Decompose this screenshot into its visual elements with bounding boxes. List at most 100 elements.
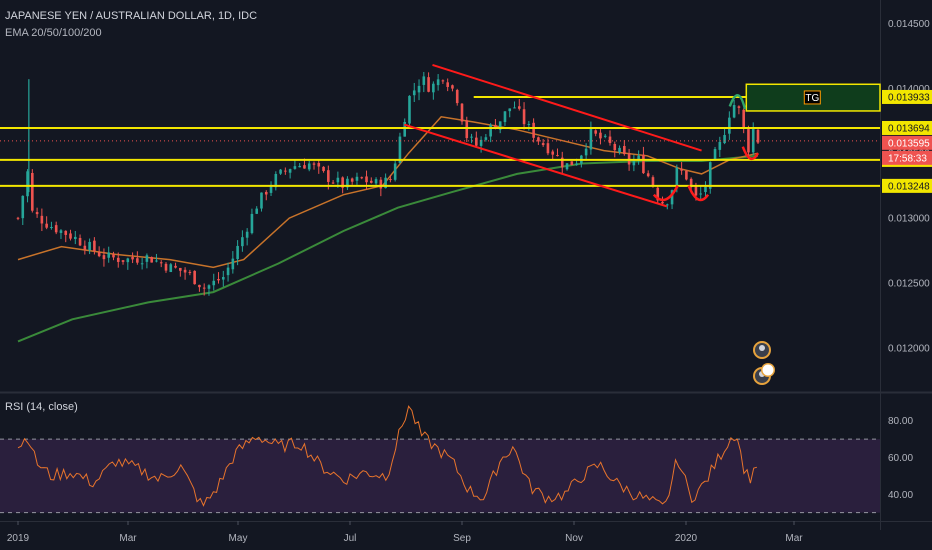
candle <box>73 230 77 245</box>
candle-body <box>551 151 555 155</box>
candle-body <box>40 215 44 224</box>
candle <box>245 228 249 246</box>
rsi-tick-label: 60.00 <box>888 453 913 464</box>
candle <box>140 257 144 270</box>
curve-marker-top[interactable] <box>728 94 747 110</box>
candle-body <box>188 271 192 273</box>
candle-body <box>680 169 683 171</box>
price-tick-label: 0.012500 <box>888 278 930 289</box>
event-markers[interactable] <box>753 341 775 385</box>
candle-body <box>298 166 301 168</box>
candle-body <box>708 162 712 189</box>
candle <box>236 240 239 266</box>
price-tick-label: 0.014500 <box>888 19 930 30</box>
candle <box>231 251 235 274</box>
ema-lines <box>17 115 759 343</box>
candle-body <box>73 236 77 240</box>
candle-body <box>279 169 282 174</box>
candle <box>226 262 230 282</box>
candle <box>93 237 96 255</box>
channel-upper-line[interactable] <box>432 63 702 152</box>
candle-body <box>756 129 760 143</box>
candle-body <box>174 265 177 268</box>
candle <box>54 221 58 235</box>
rsi-legend[interactable]: RSI (14, close) <box>5 401 78 413</box>
candle-body <box>159 262 163 264</box>
level-badge-0.013248 <box>882 178 932 193</box>
candle-body <box>350 178 354 182</box>
candle <box>107 246 111 263</box>
candle <box>126 257 130 270</box>
candle-body <box>379 179 383 189</box>
candle <box>255 206 259 214</box>
candle-body <box>121 260 125 262</box>
candle-body <box>475 137 478 146</box>
candle <box>599 128 602 145</box>
candle-body <box>642 154 645 174</box>
candle-body <box>217 278 220 281</box>
target-tag <box>803 90 821 105</box>
candle <box>150 256 153 263</box>
candle <box>112 251 115 261</box>
candle <box>322 166 325 173</box>
candle-body <box>637 155 640 161</box>
curve-marker-1[interactable] <box>652 185 679 202</box>
candle-body <box>226 267 230 276</box>
candle <box>250 208 254 235</box>
price-tick-label: 0.014000 <box>888 84 930 95</box>
channel-lower-line[interactable] <box>403 123 668 208</box>
candle <box>556 148 559 157</box>
candle <box>217 272 220 284</box>
candle-body <box>432 83 435 93</box>
candle-body <box>336 177 340 183</box>
time-axis: 2019 Mar May Jul Sep Nov 2020 Mar <box>7 521 803 544</box>
candle-body <box>50 227 53 229</box>
candle <box>565 163 569 171</box>
candle-body <box>556 155 559 157</box>
candle <box>188 269 192 276</box>
time-tick-label: Sep <box>453 533 471 544</box>
candle-body <box>384 177 387 189</box>
candle-body <box>460 103 464 122</box>
ema-legend[interactable]: EMA 20/50/100/200 <box>5 27 102 39</box>
candle-body <box>675 167 679 189</box>
candle <box>756 128 760 144</box>
candle-body <box>264 191 268 195</box>
candle-body <box>236 245 239 260</box>
level-badge-0.013248-text: 0.013248 <box>888 181 930 192</box>
candle <box>546 138 550 156</box>
drawing-tools-layer[interactable]: TG <box>0 63 881 208</box>
candle <box>317 160 321 174</box>
idea-count-badge[interactable] <box>761 363 775 377</box>
candle-body <box>398 136 402 163</box>
candle <box>260 192 263 212</box>
candle-body <box>274 173 278 188</box>
candle-body <box>417 85 421 93</box>
candle-body <box>737 106 741 108</box>
candle-body <box>527 123 531 125</box>
candle <box>441 79 445 84</box>
candle <box>513 101 516 109</box>
candle <box>69 229 72 241</box>
candle <box>102 248 106 267</box>
idea-marker-icon[interactable] <box>753 341 771 359</box>
candle-body <box>150 257 153 263</box>
candle-body <box>732 105 736 118</box>
curve-marker-2[interactable] <box>687 185 710 202</box>
candle <box>742 108 745 134</box>
candle-body <box>369 180 373 183</box>
curve-marker-3[interactable] <box>741 146 760 161</box>
candle-body <box>26 171 29 197</box>
candle-body <box>179 267 182 271</box>
candle <box>570 161 574 166</box>
candle-body <box>575 163 578 165</box>
time-tick-label: Jul <box>344 533 357 544</box>
candle-body <box>59 230 63 233</box>
candle-body <box>718 141 722 150</box>
candle-body <box>212 280 216 286</box>
symbol-title[interactable]: JAPANESE YEN / AUSTRALIAN DOLLAR, 1D, ID… <box>5 10 258 22</box>
price-badges: 0.0139330.0136940.0134480.0132480.013595… <box>882 89 932 193</box>
current-price-badge-text: 0.013595 <box>888 138 930 149</box>
candle <box>64 230 68 243</box>
